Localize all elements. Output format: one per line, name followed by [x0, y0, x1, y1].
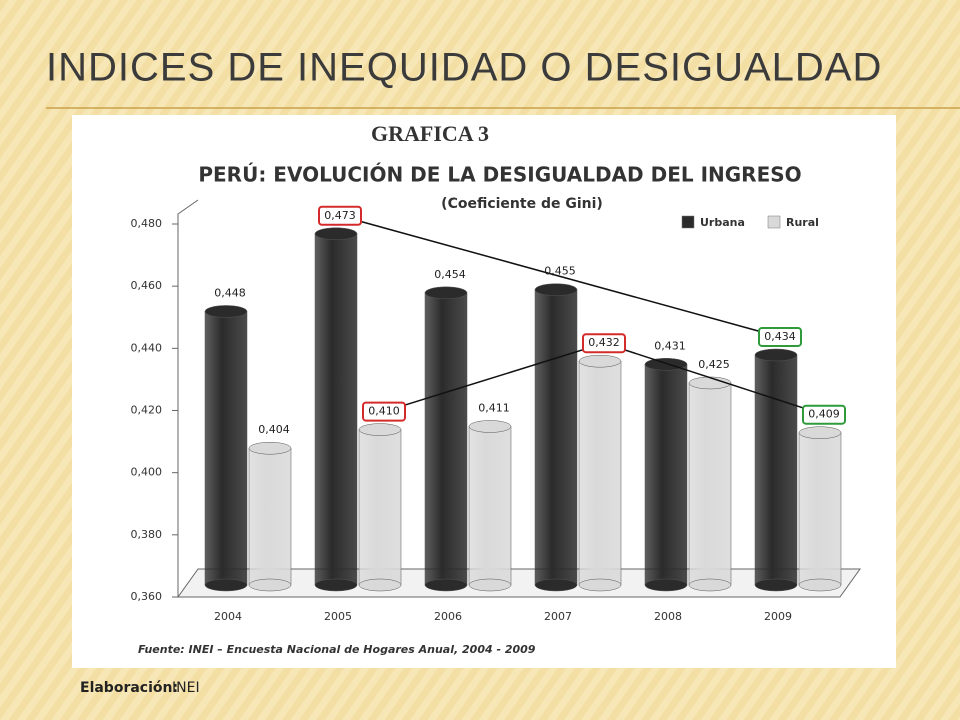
x-tick-label: 2008 — [654, 610, 682, 623]
bar — [754, 354, 798, 586]
bar-cap — [248, 441, 292, 455]
bar-base — [248, 578, 292, 592]
bar — [644, 364, 688, 586]
value-label: 0,455 — [544, 265, 576, 278]
bar — [468, 426, 512, 586]
value-label: 0,431 — [654, 339, 686, 352]
bar-cap — [204, 305, 248, 318]
bar — [204, 311, 248, 586]
bar-cap — [754, 348, 798, 362]
bar-cap — [798, 426, 842, 439]
bar — [358, 429, 402, 586]
value-label: 0,409 — [808, 408, 840, 421]
highlight-box — [362, 401, 406, 422]
back-wall — [177, 199, 199, 597]
y-tick-label: 0,460 — [131, 279, 163, 292]
highlight-box — [802, 404, 846, 425]
x-tick-label: 2006 — [434, 610, 462, 623]
trend-line — [339, 215, 781, 338]
value-label: 0,410 — [368, 405, 400, 418]
value-label: 0,432 — [588, 336, 620, 349]
bar-cap — [534, 283, 578, 296]
y-label: (Coeficiente de Gini) — [441, 196, 603, 212]
bar-cap — [358, 423, 402, 436]
legend-label: Urbana — [700, 216, 745, 229]
bar-base — [468, 578, 512, 592]
footer-text: INEI — [172, 680, 200, 696]
highlight-box — [318, 205, 362, 226]
highlight-box — [582, 333, 626, 354]
bar-base — [314, 578, 358, 592]
source: Fuente: INEI – Encuesta Nacional de Hoga… — [138, 643, 536, 656]
y-tick-label: 0,400 — [131, 466, 163, 479]
value-label: 0,411 — [478, 401, 510, 414]
bar — [798, 432, 842, 586]
bar-cap — [424, 286, 468, 300]
bar-base — [424, 578, 468, 592]
x-tick-label: 2005 — [324, 610, 352, 623]
slide-title: INDICES DE INEQUIDAD O DESIGUALDAD — [46, 46, 882, 90]
x-tick-label: 2009 — [764, 610, 792, 623]
value-label: 0,473 — [324, 209, 356, 222]
bar-base — [644, 578, 688, 592]
legend-label: Rural — [786, 216, 819, 229]
y-tick-label: 0,360 — [131, 590, 163, 603]
chart-title: GRAFICA 3 — [371, 121, 489, 146]
value-label: 0,448 — [214, 286, 246, 299]
bar-base — [578, 578, 622, 592]
y-tick-label: 0,420 — [131, 404, 163, 417]
chart-subtitle: PERÚ: EVOLUCIÓN DE LA DESIGUALDAD DEL IN… — [198, 163, 801, 187]
highlight-box — [758, 326, 802, 347]
y-tick-label: 0,440 — [131, 341, 163, 354]
value-label: 0,404 — [258, 423, 290, 436]
value-label: 0,454 — [434, 268, 466, 281]
bar-base — [204, 578, 248, 592]
footer-label: Elaboración: — [80, 680, 178, 696]
bar — [314, 233, 358, 586]
value-label: 0,434 — [764, 330, 796, 343]
y-tick-label: 0,480 — [131, 217, 163, 230]
x-tick-label: 2007 — [544, 610, 572, 623]
bar — [424, 292, 468, 586]
bar-cap — [468, 420, 512, 433]
bar-base — [358, 578, 402, 592]
bar — [534, 289, 578, 586]
bar-base — [688, 578, 732, 592]
bar — [578, 360, 622, 586]
x-tick-label: 2004 — [214, 610, 242, 623]
bar-cap — [314, 227, 358, 241]
bar-base — [534, 578, 578, 592]
bar-base — [754, 578, 798, 592]
bar-base — [798, 578, 842, 592]
bar-cap — [578, 354, 622, 368]
bar — [688, 382, 732, 586]
legend-swatch — [681, 215, 695, 229]
y-tick-label: 0,380 — [131, 528, 163, 541]
bar — [248, 447, 292, 586]
legend-swatch — [767, 215, 781, 229]
value-label: 0,425 — [698, 358, 730, 371]
